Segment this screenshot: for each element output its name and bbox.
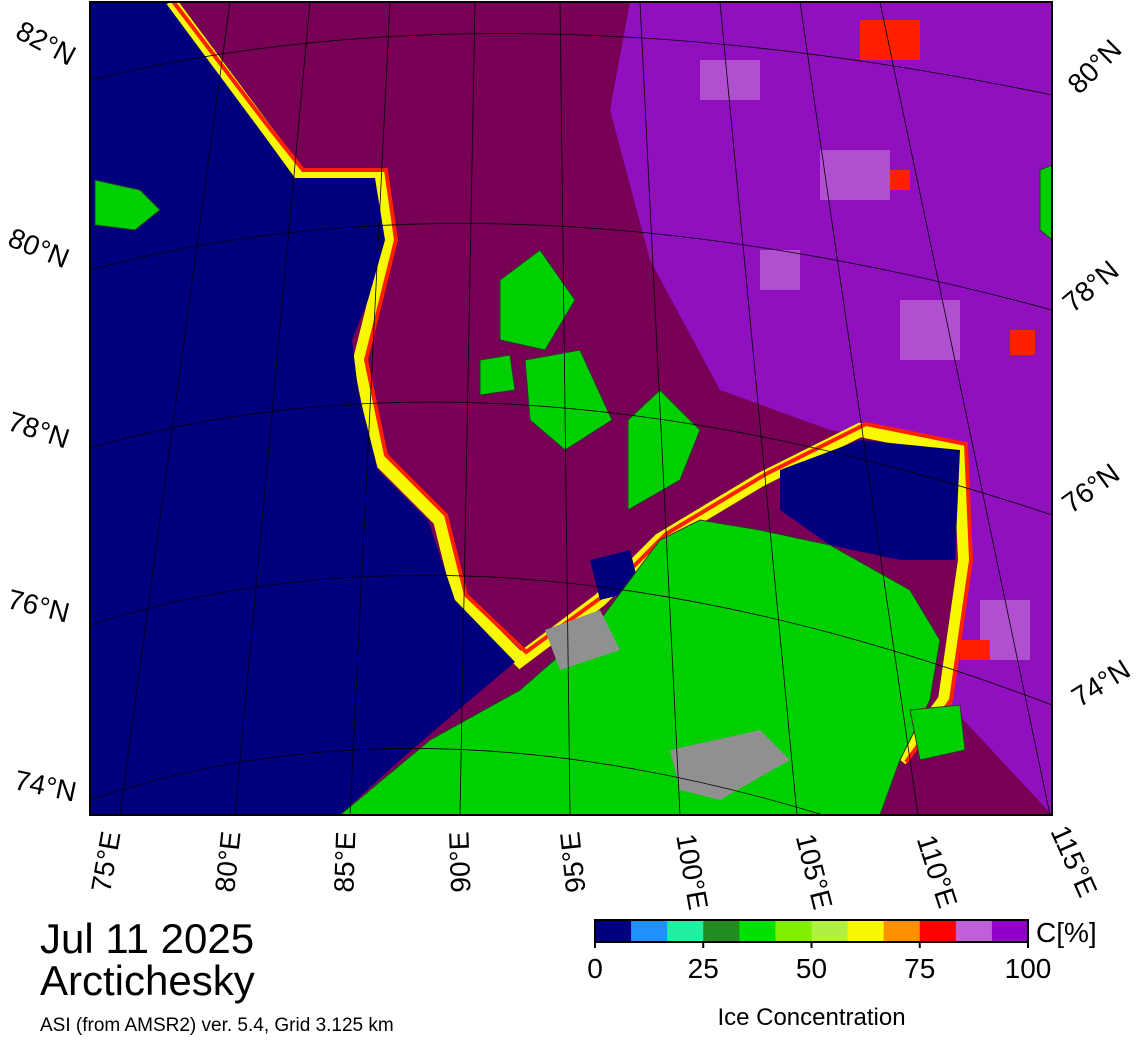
colorbar-segment [595, 920, 632, 942]
colorbar-segment [703, 920, 740, 942]
map-frame [89, 1, 1053, 816]
lat-label: 74°N [12, 764, 80, 807]
colorbar-segment [631, 920, 668, 942]
date: Jul 11 2025 [40, 915, 254, 962]
source: ASI (from AMSR2) ver. 5.4, Grid 3.125 km [40, 1015, 394, 1036]
lat-label: 76°N [4, 583, 72, 628]
colorbar-segment [739, 920, 776, 942]
colorbar-segment [883, 920, 921, 942]
lat-label: 82°N [11, 15, 81, 72]
open-water [90, 2, 515, 815]
lat-label: 78°N [4, 406, 73, 455]
colorbar-tick-label: 25 [688, 953, 719, 984]
lon-label: 80°E [209, 830, 246, 894]
colorbar-label: Ice Concentration [717, 1004, 905, 1031]
lon-label: 105°E [790, 831, 839, 913]
colorbar-unit: C[%] [1036, 917, 1097, 948]
colorbar-segment [811, 920, 849, 942]
ice-patches [860, 20, 1035, 660]
region: Arctichesky [40, 957, 255, 1004]
colorbar-segment [991, 920, 1029, 942]
colorbar-segment [667, 920, 704, 942]
open-water [90, 250, 130, 290]
map-area [90, 2, 1052, 815]
lat-label: 80°N [4, 222, 74, 274]
colorbar-segment [955, 920, 993, 942]
lon-label: 95°E [554, 830, 591, 894]
graticule [90, 2, 1052, 815]
colorbar-tick-label: 75 [904, 953, 935, 984]
colorbar-tick-label: 100 [1005, 953, 1052, 984]
colorbar-segment [847, 920, 885, 942]
colorbar-tick-label: 0 [587, 953, 603, 984]
ice-edge [171, 2, 974, 764]
lat-label: 74°N [1066, 653, 1135, 712]
lat-label: 78°N [1057, 254, 1125, 318]
colorbar-segment [919, 920, 957, 942]
lon-label: 85°E [328, 831, 361, 893]
lat-label: 80°N [1061, 33, 1127, 99]
colorbar-tick-label: 50 [796, 953, 827, 984]
colorbar-segment [775, 920, 812, 942]
lon-label: 90°E [443, 831, 476, 893]
lon-label: 75°E [85, 829, 126, 894]
open-water [780, 440, 960, 560]
lat-label: 76°N [1056, 457, 1125, 519]
lon-label: 110°E [911, 831, 964, 911]
lon-label: 115°E [1045, 821, 1104, 902]
pack-ice [610, 2, 1052, 815]
lon-label: 100°E [670, 831, 714, 912]
